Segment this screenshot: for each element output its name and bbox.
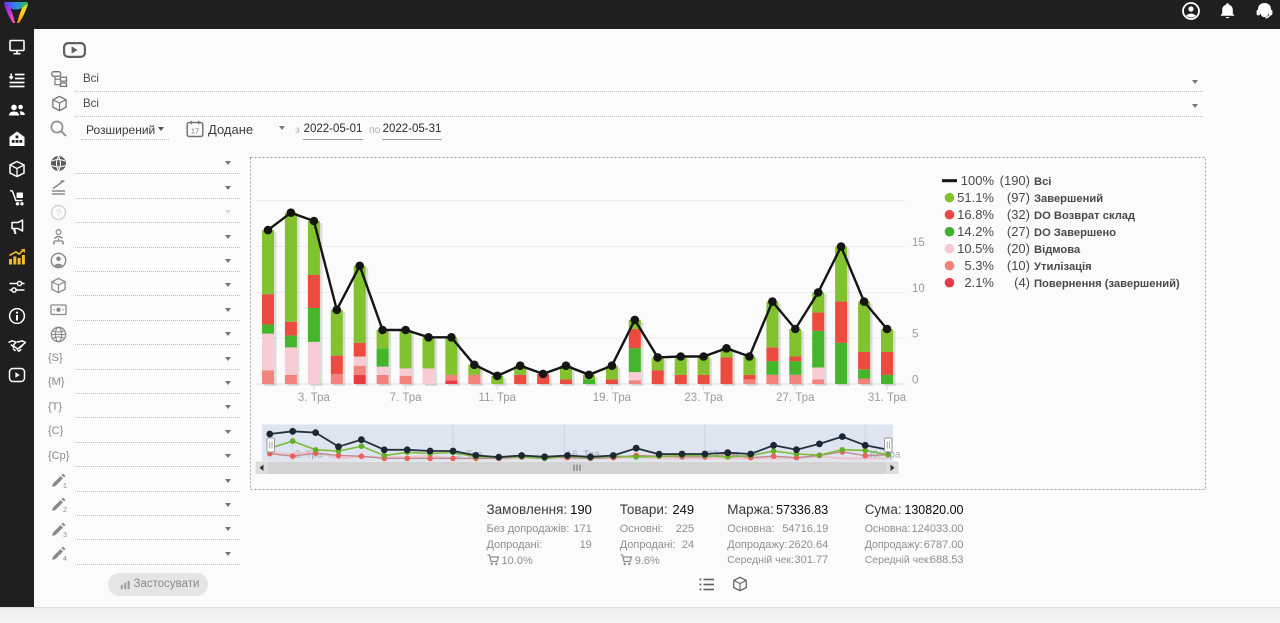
svg-text:17: 17 bbox=[191, 126, 199, 135]
svg-text:31. Тра: 31. Тра bbox=[868, 392, 907, 404]
svg-text:3. Тра: 3. Тра bbox=[298, 392, 331, 404]
svg-text:(27): (27) bbox=[1007, 224, 1030, 239]
svg-text:(4): (4) bbox=[1014, 275, 1030, 290]
svg-text:Повернення (завершений): Повернення (завершений) bbox=[1034, 278, 1180, 290]
svg-text:15: 15 bbox=[912, 237, 925, 249]
svg-text:(10): (10) bbox=[1007, 258, 1030, 273]
svg-text:7. Тра: 7. Тра bbox=[390, 392, 423, 404]
svg-text:DO Завершено: DO Завершено bbox=[1034, 227, 1116, 239]
svg-text:4: 4 bbox=[63, 556, 67, 562]
svg-text:11. Тра: 11. Тра bbox=[479, 392, 517, 404]
svg-text:27. Тра: 27. Тра bbox=[776, 392, 815, 404]
svg-text:19. Тра: 19. Тра bbox=[593, 392, 632, 404]
svg-text:(97): (97) bbox=[1007, 190, 1030, 205]
svg-text:1: 1 bbox=[63, 483, 67, 489]
svg-text:Відмова: Відмова bbox=[1034, 244, 1081, 256]
svg-text:23. Тра: 23. Тра bbox=[684, 392, 723, 404]
svg-text:2: 2 bbox=[63, 507, 67, 513]
svg-text:(32): (32) bbox=[1007, 207, 1030, 222]
svg-text:3: 3 bbox=[63, 532, 67, 538]
svg-text:(20): (20) bbox=[1007, 241, 1030, 256]
svg-text:?: ? bbox=[56, 208, 61, 219]
svg-text:16.8%: 16.8% bbox=[957, 207, 994, 222]
svg-text:10.5%: 10.5% bbox=[957, 241, 994, 256]
svg-text:14.2%: 14.2% bbox=[957, 224, 994, 239]
svg-text:10: 10 bbox=[912, 283, 925, 295]
svg-text:2. Тра: 2. Тра bbox=[295, 450, 323, 461]
svg-text:Утилізація: Утилізація bbox=[1034, 261, 1092, 273]
svg-text:(190): (190) bbox=[1000, 173, 1030, 188]
svg-text:5.3%: 5.3% bbox=[964, 258, 994, 273]
svg-text:DO Возврат склад: DO Возврат склад bbox=[1034, 210, 1135, 222]
svg-text:51.1%: 51.1% bbox=[957, 190, 994, 205]
svg-text:16. Тра: 16. Тра bbox=[566, 450, 600, 461]
svg-text:0: 0 bbox=[912, 375, 918, 387]
svg-text:Завершений: Завершений bbox=[1034, 193, 1103, 205]
svg-text:100%: 100% bbox=[961, 173, 995, 188]
svg-text:5: 5 bbox=[912, 329, 918, 341]
svg-text:2.1%: 2.1% bbox=[964, 275, 994, 290]
svg-text:Всі: Всі bbox=[1034, 176, 1051, 188]
